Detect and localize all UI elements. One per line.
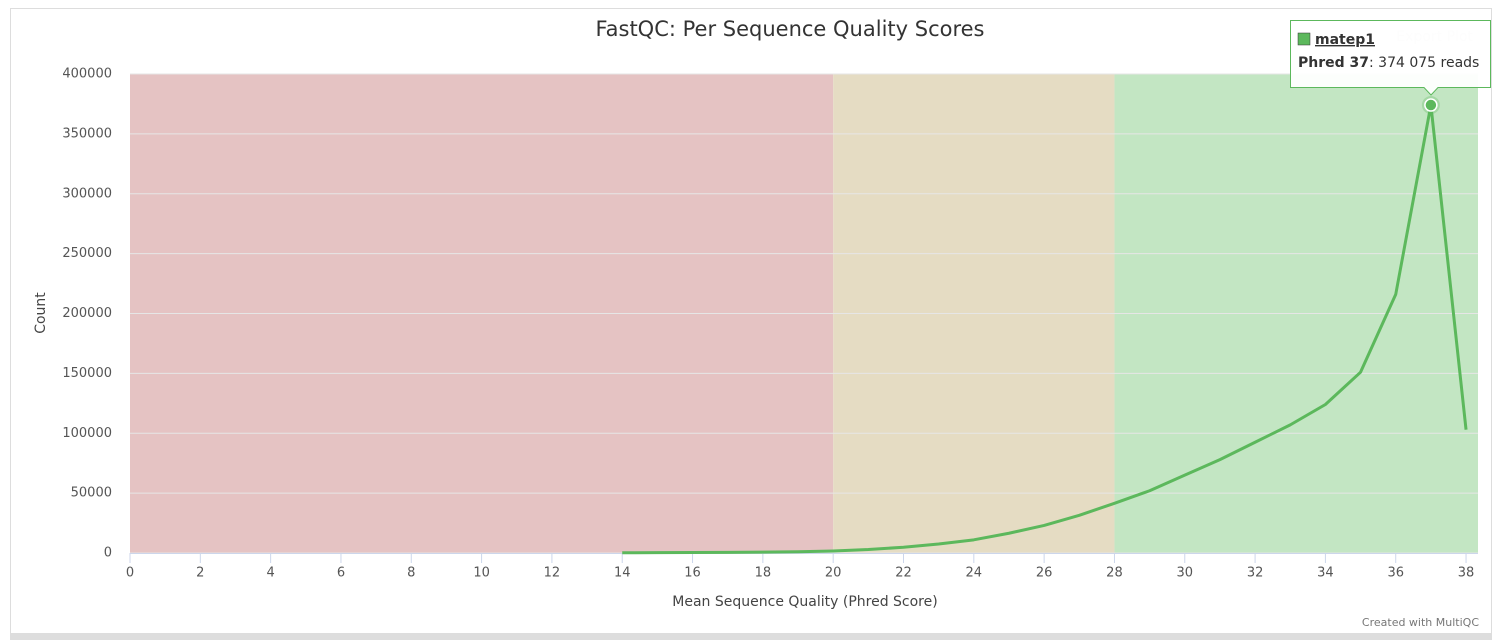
x-tick-label: 0	[126, 566, 134, 581]
x-tick-label: 14	[614, 566, 631, 581]
x-tick-label: 32	[1247, 566, 1264, 581]
y-axis-title: Count	[33, 292, 49, 334]
credit: Created with MultiQC	[1362, 616, 1479, 629]
point-marker	[1424, 98, 1438, 112]
tooltip-header: Phred 37	[1298, 55, 1369, 71]
y-tick-label: 400000	[62, 67, 112, 82]
y-tick-label: 0	[104, 546, 112, 561]
resize-bar	[10, 634, 1492, 640]
x-tick-label: 20	[825, 566, 842, 581]
y-tick-label: 150000	[62, 366, 112, 381]
x-axis-title: Mean Sequence Quality (Phred Score)	[672, 594, 937, 610]
x-tick-label: 6	[337, 566, 345, 581]
x-tick-label: 24	[966, 566, 983, 581]
plot-area: 0 50000 100000 150000 200000 250000 300000 3500…	[62, 67, 1478, 581]
y-tick-label: 200000	[62, 306, 112, 321]
y-tick-label: 350000	[62, 126, 112, 141]
tooltip-swatch	[1297, 32, 1311, 46]
y-tick-label: 250000	[62, 246, 112, 261]
series-line	[622, 103, 1468, 555]
y-tick-label: 300000	[62, 186, 112, 201]
x-tick-label: 4	[266, 566, 274, 581]
x-tick-label: 36	[1387, 566, 1404, 581]
x-tick-label: 16	[684, 566, 701, 581]
x-tick-label: 38	[1458, 566, 1475, 581]
chart-title: FastQC: Per Sequence Quality Scores	[595, 17, 984, 41]
x-tick-label: 28	[1106, 566, 1123, 581]
x-tick-label: 30	[1176, 566, 1193, 581]
x-tick-label: 34	[1317, 566, 1334, 581]
x-tick-label: 12	[544, 566, 561, 581]
tooltip-line: Phred 37: 374 075 reads	[1298, 55, 1479, 71]
y-tick-label: 50000	[71, 486, 112, 501]
y-tick-label: 100000	[62, 426, 112, 441]
x-tick-label: 10	[473, 566, 490, 581]
tooltip-box	[1290, 20, 1491, 96]
x-tick-label: 22	[895, 566, 912, 581]
x-tick-label: 2	[196, 566, 204, 581]
tooltip-text: : 374 075 reads	[1369, 55, 1479, 71]
x-tick-label: 18	[755, 566, 772, 581]
tooltip: matep1 Phred 37: 374 075 reads	[1290, 20, 1491, 96]
x-tick-label: 8	[407, 566, 415, 581]
x-tick-label: 26	[1036, 566, 1053, 581]
tooltip-series: matep1	[1315, 32, 1375, 48]
